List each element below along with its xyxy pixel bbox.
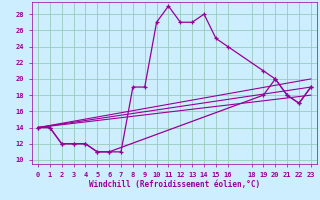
X-axis label: Windchill (Refroidissement éolien,°C): Windchill (Refroidissement éolien,°C) — [89, 180, 260, 189]
